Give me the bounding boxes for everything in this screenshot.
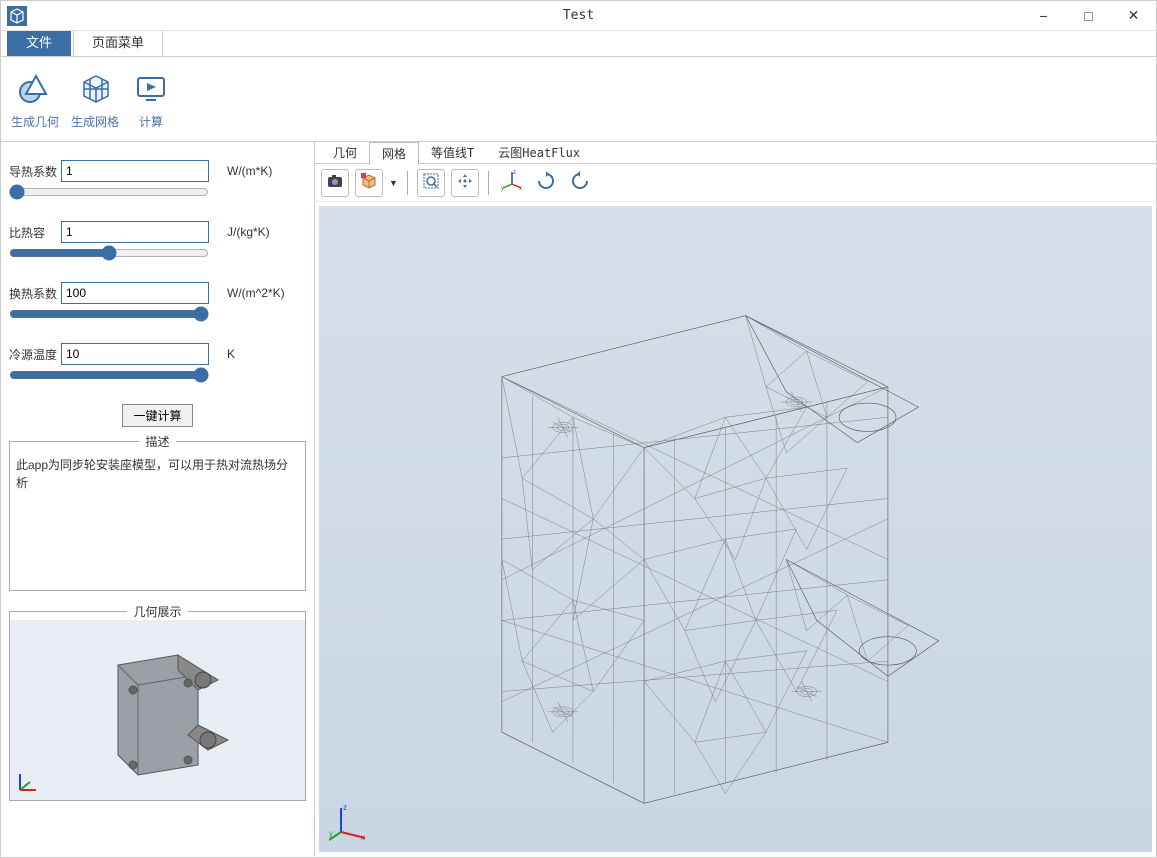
rotate-cw-button[interactable] <box>532 169 560 197</box>
rotate-cw-icon <box>536 171 556 194</box>
geom-preview-fieldset: 几何展示 <box>9 603 306 801</box>
svg-text:z: z <box>343 803 347 812</box>
param-c-label: 比热容 <box>9 224 61 241</box>
view-tab-contour[interactable]: 等值线T <box>419 142 486 163</box>
dropdown-icon[interactable]: ▼ <box>389 178 398 188</box>
param-k-input[interactable] <box>61 160 209 182</box>
titlebar: Test − □ ✕ <box>1 1 1156 31</box>
minimize-button[interactable]: − <box>1021 1 1066 31</box>
viewport: 几何 网格 等值线T 云图HeatFlux ▼ z x y <box>315 142 1156 856</box>
compute-button[interactable]: 一键计算 <box>122 404 192 427</box>
view-tab-cloud[interactable]: 云图HeatFlux <box>486 142 592 163</box>
ribbon-gen-geometry-label: 生成几何 <box>11 113 59 130</box>
param-k-slider-wrap <box>9 184 209 203</box>
svg-text:x: x <box>361 833 365 842</box>
param-h-input[interactable] <box>61 282 209 304</box>
pan-icon <box>456 172 474 193</box>
preview-axis-indicator <box>16 770 40 794</box>
param-c-input[interactable] <box>61 221 209 243</box>
param-t-slider[interactable] <box>9 367 209 383</box>
axis-xyz-icon: z x y <box>501 170 523 195</box>
3d-canvas[interactable]: z x y <box>319 206 1152 852</box>
svg-text:y: y <box>329 829 333 838</box>
param-k-unit: W/(m*K) <box>227 164 272 178</box>
cube-icon <box>360 172 378 193</box>
main: 导热系数 W/(m*K) 比热容 J/(kg*K) 换热系数 W/(m^2*K)… <box>1 142 1156 856</box>
param-k-slider[interactable] <box>9 184 209 200</box>
menu-tabs: 文件 页面菜单 <box>1 31 1156 57</box>
pan-button[interactable] <box>451 169 479 197</box>
param-k-row: 导热系数 W/(m*K) <box>9 160 306 182</box>
zoom-extents-button[interactable] <box>417 169 445 197</box>
ribbon-compute[interactable]: 计算 <box>131 69 171 130</box>
mesh-icon <box>75 69 115 109</box>
viewport-tabs: 几何 网格 等值线T 云图HeatFlux <box>315 142 1156 164</box>
param-k-label: 导热系数 <box>9 163 61 180</box>
transparency-button[interactable] <box>355 169 383 197</box>
svg-text:z: z <box>513 170 516 176</box>
toolbar-separator-2 <box>488 171 489 195</box>
rotate-ccw-button[interactable] <box>566 169 594 197</box>
canvas-axis-indicator: z x y <box>329 802 369 842</box>
param-c-slider-wrap <box>9 245 209 264</box>
param-h-unit: W/(m^2*K) <box>227 286 285 300</box>
param-h-row: 换热系数 W/(m^2*K) <box>9 282 306 304</box>
ribbon-compute-label: 计算 <box>139 113 163 130</box>
svg-text:y: y <box>501 186 504 192</box>
geometry-icon <box>15 69 55 109</box>
window-buttons: − □ ✕ <box>1021 1 1156 31</box>
ribbon-gen-mesh[interactable]: 生成网格 <box>71 69 119 130</box>
param-t-slider-wrap <box>9 367 209 386</box>
description-legend: 描述 <box>139 433 175 450</box>
sidebar: 导热系数 W/(m*K) 比热容 J/(kg*K) 换热系数 W/(m^2*K)… <box>1 142 315 856</box>
screenshot-button[interactable] <box>321 169 349 197</box>
description-text: 此app为同步轮安装座模型，可以用于热对流热场分析 <box>10 450 305 590</box>
rotate-ccw-icon <box>570 171 590 194</box>
view-tab-geometry[interactable]: 几何 <box>321 142 369 163</box>
svg-text:x: x <box>519 186 522 192</box>
view-tab-mesh[interactable]: 网格 <box>369 142 419 165</box>
description-fieldset: 描述 此app为同步轮安装座模型，可以用于热对流热场分析 <box>9 433 306 591</box>
geom-preview-legend: 几何展示 <box>127 603 187 620</box>
ribbon-gen-mesh-label: 生成网格 <box>71 113 119 130</box>
app-icon <box>7 6 27 26</box>
ribbon-gen-geometry[interactable]: 生成几何 <box>11 69 59 130</box>
viewport-toolbar: ▼ z x y <box>315 164 1156 202</box>
param-t-row: 冷源温度 K <box>9 343 306 365</box>
param-c-slider[interactable] <box>9 245 209 261</box>
param-c-unit: J/(kg*K) <box>227 225 270 239</box>
maximize-button[interactable]: □ <box>1066 1 1111 31</box>
param-c-row: 比热容 J/(kg*K) <box>9 221 306 243</box>
zoom-extents-icon <box>422 172 440 193</box>
param-t-unit: K <box>227 347 235 361</box>
camera-icon <box>326 172 344 193</box>
compute-icon <box>131 69 171 109</box>
param-h-label: 换热系数 <box>9 285 61 302</box>
window-title: Test <box>563 8 594 23</box>
param-h-slider[interactable] <box>9 306 209 322</box>
ribbon: 生成几何 生成网格 计算 <box>1 57 1156 142</box>
param-t-input[interactable] <box>61 343 209 365</box>
close-button[interactable]: ✕ <box>1111 1 1156 31</box>
toolbar-separator <box>407 171 408 195</box>
axis-button[interactable]: z x y <box>498 169 526 197</box>
param-h-slider-wrap <box>9 306 209 325</box>
param-t-label: 冷源温度 <box>9 346 61 363</box>
geom-preview-canvas[interactable] <box>10 620 305 800</box>
